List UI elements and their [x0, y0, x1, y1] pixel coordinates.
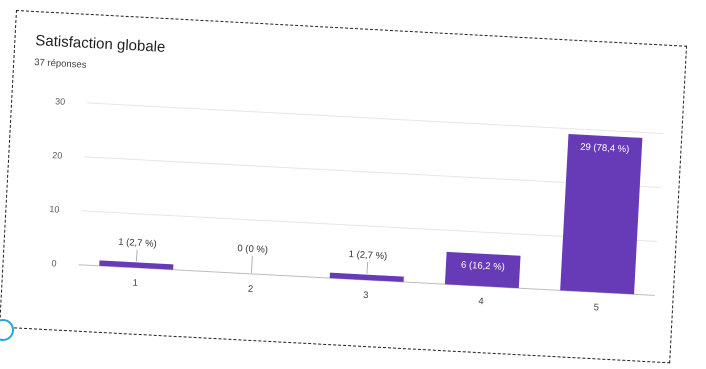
- x-category-label: 1: [132, 278, 138, 289]
- y-tick-label: 10: [49, 204, 60, 215]
- x-category-label: 3: [363, 290, 369, 301]
- corner-circle-icon: [0, 319, 14, 341]
- y-tick-label: 0: [51, 258, 57, 268]
- gridline-10: [81, 210, 658, 242]
- bar-4: [444, 251, 521, 289]
- gridline-30: [87, 102, 664, 135]
- data-label-leader: [251, 255, 253, 273]
- data-label-leader: [136, 249, 138, 262]
- x-category-label: 5: [593, 302, 599, 313]
- x-category-label: 4: [478, 296, 484, 307]
- data-label: 0 (0 %): [237, 243, 268, 256]
- bar-chart: 0 10 20 30 1 (2,7 %) 1 0 (0 %) 2 1 (2,7 %) 3 6 (16…: [49, 96, 664, 313]
- data-label: 6 (16,2 %): [461, 260, 505, 273]
- data-label: 1 (2,7 %): [348, 249, 387, 262]
- bar-5: [560, 133, 643, 295]
- chart-card: Satisfaction globale 37 réponses 0 10 20 30…: [0, 10, 688, 364]
- data-label: 29 (78,4 %): [580, 142, 630, 156]
- data-label-leader: [366, 262, 368, 274]
- bar-3: [329, 272, 404, 283]
- y-tick-label: 30: [55, 96, 66, 107]
- bar-1: [99, 260, 174, 270]
- gridline-20: [84, 156, 661, 189]
- y-tick-label: 20: [52, 150, 63, 161]
- data-label: 1 (2,7 %): [118, 237, 157, 250]
- x-category-label: 2: [248, 284, 254, 295]
